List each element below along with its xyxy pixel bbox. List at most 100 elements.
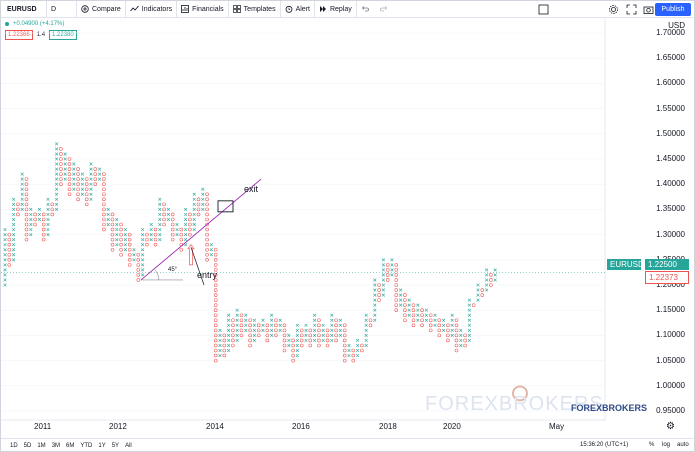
x-mark: [459, 328, 463, 332]
time-tick-label: 2020: [443, 422, 461, 431]
redo-button[interactable]: [376, 1, 395, 18]
globe-icon: [512, 385, 528, 402]
o-mark: [110, 227, 115, 232]
x-mark: [373, 278, 377, 282]
compare-button[interactable]: Compare: [77, 0, 126, 18]
x-mark: [97, 167, 102, 171]
o-mark: [24, 227, 29, 232]
x-mark: [304, 328, 308, 332]
x-mark: [80, 182, 85, 186]
range-button[interactable]: 1M: [37, 442, 46, 449]
range-button[interactable]: 3M: [51, 442, 61, 449]
range-button[interactable]: 1Y: [98, 442, 106, 449]
x-mark: [355, 338, 360, 343]
o-mark: [196, 202, 201, 207]
o-mark: [351, 353, 356, 358]
price-tick-label: 1.45000: [656, 154, 685, 163]
range-button[interactable]: All: [125, 442, 132, 449]
x-mark: [20, 177, 24, 181]
x-mark: [46, 212, 50, 217]
range-button[interactable]: 5Y: [111, 442, 120, 449]
x-mark: [106, 212, 110, 217]
log-toggle[interactable]: log: [662, 442, 671, 448]
x-mark: [373, 318, 377, 322]
o-mark: [102, 207, 106, 212]
x-mark: [54, 152, 59, 156]
o-mark: [265, 338, 270, 343]
axis-settings-gear-icon[interactable]: ⚙: [666, 421, 675, 432]
o-mark: [153, 232, 158, 237]
trend-line: [140, 178, 262, 281]
o-mark: [368, 318, 373, 323]
range-button[interactable]: YTD: [80, 442, 93, 449]
o-mark: [59, 177, 63, 181]
o-mark: [239, 323, 244, 328]
o-mark: [24, 217, 29, 222]
x-mark: [467, 308, 472, 312]
o-mark: [394, 268, 399, 272]
o-mark: [93, 177, 98, 181]
range-button[interactable]: 5D: [23, 442, 32, 449]
financials-button[interactable]: Financials: [177, 0, 229, 18]
auto-toggle[interactable]: auto: [677, 442, 689, 448]
fullscreen-icon[interactable]: [626, 4, 637, 15]
x-mark: [123, 238, 128, 242]
templates-button[interactable]: Templates: [229, 0, 281, 18]
x-mark: [158, 227, 162, 232]
o-mark: [162, 202, 166, 207]
x-mark: [373, 308, 377, 312]
clock[interactable]: 15:36:20 (UTC+1): [580, 442, 629, 448]
range-button[interactable]: 6M: [66, 442, 75, 449]
x-mark: [3, 263, 7, 267]
time-tick-label: May: [549, 422, 565, 431]
o-mark: [84, 177, 89, 181]
replay-button[interactable]: Replay: [315, 0, 357, 18]
x-mark: [80, 172, 85, 176]
x-mark: [330, 318, 334, 322]
symbol-search[interactable]: EURUSD: [1, 0, 47, 18]
o-mark: [265, 323, 270, 328]
x-mark: [295, 338, 300, 343]
x-mark: [218, 333, 222, 338]
x-mark: [476, 298, 480, 302]
o-mark: [213, 278, 218, 282]
x-mark: [123, 232, 128, 237]
o-mark: [50, 207, 55, 212]
x-mark: [54, 182, 59, 186]
alert-button[interactable]: Alert: [281, 0, 315, 18]
chart-plot-area[interactable]: [1, 19, 606, 421]
price-tick-label: 1.65000: [656, 53, 685, 63]
x-mark: [54, 192, 59, 196]
layout-icon[interactable]: [538, 4, 549, 15]
percent-toggle[interactable]: %: [649, 442, 655, 448]
previous-price-tag: 1.22373: [645, 271, 689, 284]
o-mark: [291, 343, 295, 348]
o-mark: [342, 323, 347, 328]
camera-icon[interactable]: [643, 4, 654, 15]
range-button[interactable]: 1D: [10, 442, 18, 449]
o-mark: [213, 298, 218, 302]
x-mark: [20, 202, 24, 206]
o-mark: [334, 328, 338, 333]
o-mark: [239, 328, 244, 333]
o-mark: [342, 348, 347, 353]
interval-selector[interactable]: D: [47, 0, 77, 18]
price-tick-label: 1.40000: [656, 179, 685, 189]
x-mark: [192, 207, 196, 212]
gear-icon[interactable]: [608, 4, 619, 15]
o-mark: [41, 227, 46, 232]
o-mark: [102, 217, 106, 222]
undo-button[interactable]: [357, 1, 376, 18]
x-mark: [54, 207, 59, 212]
x-mark: [97, 172, 102, 176]
alarm-clock-icon: [285, 5, 292, 13]
x-mark: [373, 283, 377, 287]
o-mark: [119, 222, 123, 227]
o-mark: [282, 328, 287, 333]
x-mark: [140, 263, 145, 267]
o-mark: [385, 278, 390, 282]
o-mark: [213, 247, 218, 252]
o-mark: [205, 207, 209, 212]
indicators-button[interactable]: Indicators: [126, 0, 178, 18]
publish-button[interactable]: Publish: [655, 3, 691, 16]
